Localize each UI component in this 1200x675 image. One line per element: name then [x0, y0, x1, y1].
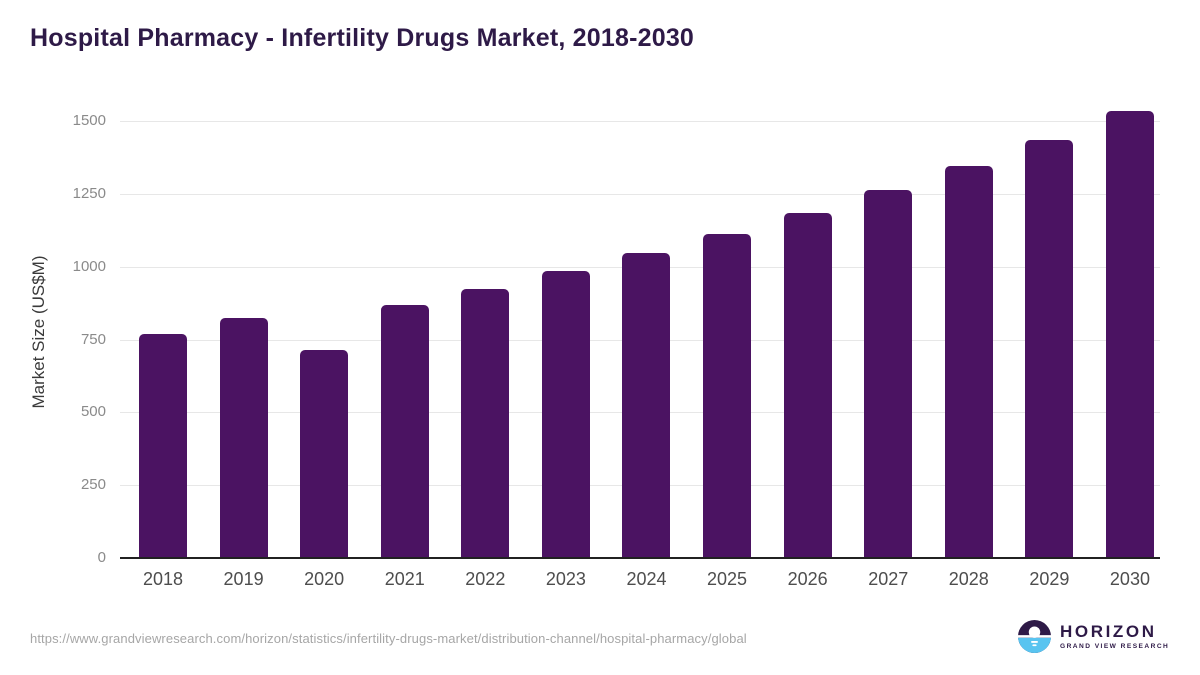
x-tick-label-2030: 2030 — [1109, 569, 1150, 589]
y-tick-label-750: 750 — [80, 330, 106, 348]
y-tick-label-0: 0 — [97, 549, 106, 566]
x-tick-label-2026: 2026 — [787, 569, 828, 589]
bar-2020 — [300, 349, 349, 558]
chart-title: Hospital Pharmacy - Infertility Drugs Ma… — [30, 24, 695, 52]
bar-2027 — [864, 189, 913, 558]
x-tick-label-2019: 2019 — [223, 569, 264, 589]
horizon-logo-name: HORIZON — [1060, 622, 1157, 641]
bar-2018 — [139, 334, 187, 558]
bar-2029 — [1025, 140, 1074, 558]
bar-2028 — [944, 166, 993, 558]
horizon-logo-tagline: GRAND VIEW RESEARCH — [1060, 643, 1170, 650]
x-tick-label-2027: 2027 — [868, 569, 909, 589]
bar-2025 — [703, 233, 752, 558]
y-tick-label-500: 500 — [80, 403, 106, 421]
y-tick-label-1500: 1500 — [72, 112, 106, 129]
gridline-1500 — [120, 121, 1160, 122]
source-url: https://www.grandviewresearch.com/horizo… — [30, 631, 747, 646]
bar-2026 — [783, 212, 832, 558]
horizon-logo-icon — [1018, 620, 1051, 653]
x-tick-label-2020: 2020 — [304, 569, 345, 589]
y-tick-label-250: 250 — [80, 476, 106, 494]
bar-2030 — [1105, 111, 1154, 558]
bar-2019 — [219, 318, 268, 558]
x-tick-label-2018: 2018 — [142, 569, 184, 589]
gridline-1250 — [120, 193, 1160, 195]
x-axis-line — [120, 557, 1160, 559]
y-tick-label-1000: 1000 — [72, 257, 106, 275]
horizon-logo: HORIZON GRAND VIEW RESEARCH — [1018, 620, 1169, 653]
x-tick-label-2024: 2024 — [626, 569, 667, 589]
x-tick-label-2023: 2023 — [545, 569, 586, 589]
bar-2023 — [541, 271, 590, 558]
x-tick-label-2021: 2021 — [384, 569, 425, 589]
bar-2022 — [461, 288, 510, 558]
bar-2021 — [380, 304, 429, 558]
x-tick-label-2025: 2025 — [707, 569, 748, 589]
x-tick-label-2029: 2029 — [1029, 569, 1070, 589]
horizon-logo-text: HORIZON GRAND VIEW RESEARCH — [1060, 623, 1169, 650]
x-tick-label-2022: 2022 — [465, 569, 506, 589]
y-tick-label-1250: 1250 — [72, 184, 106, 202]
x-tick-label-2028: 2028 — [948, 569, 989, 589]
bar-2024 — [622, 253, 671, 558]
